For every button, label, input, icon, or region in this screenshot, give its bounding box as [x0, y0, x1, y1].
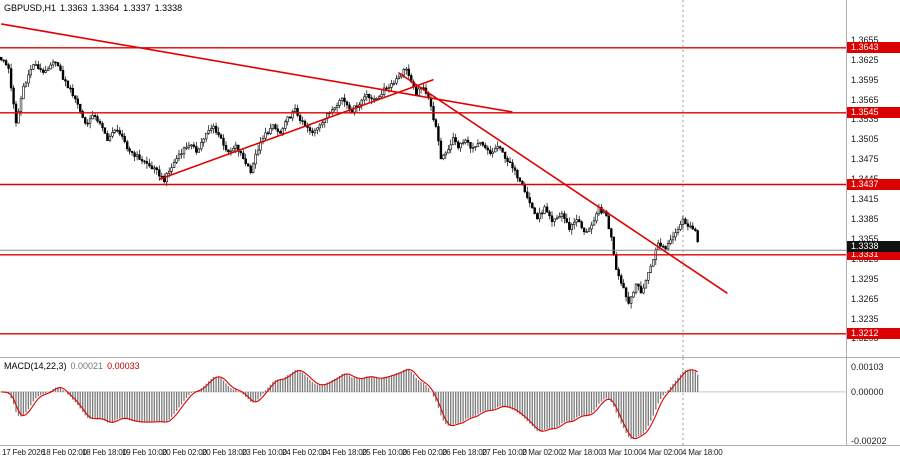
level-price-label: 1.3437 [847, 178, 900, 190]
price-axis[interactable]: 1.3655 1.3625 1.3595 1.3565 1.3535 1.3505 1.34… [846, 0, 900, 357]
price-tick-label: 1.3565 [851, 94, 879, 105]
macd-canvas [0, 358, 846, 445]
macd-name: MACD(14,22,3) [4, 361, 67, 371]
macd-indicator-pane[interactable]: MACD(14,22,3) 0.00021 0.00033 [0, 357, 846, 445]
price-tick-label: 1.3505 [851, 134, 879, 145]
time-axis-label: 4 Mar 18:00 [682, 448, 723, 457]
trendline-ascending-support[interactable] [159, 78, 434, 180]
macd-histogram [3, 368, 699, 440]
level-price-label: 1.3331 [847, 249, 900, 261]
bar-open: 1.3363 [60, 3, 88, 13]
candles [0, 56, 699, 309]
price-tick-label: 1.3475 [851, 154, 879, 165]
price-chart-canvas [0, 0, 846, 357]
price-tick-label: 1.3235 [851, 313, 879, 324]
macd-tick-label: -0.00202 [851, 435, 887, 446]
time-axis-label: 19 Feb 10:00 [122, 448, 167, 457]
price-tick-label: 1.3625 [851, 54, 879, 65]
time-axis-label: 3 Mar 10:00 [602, 448, 643, 457]
time-axis-label: 24 Feb 02:00 [282, 448, 327, 457]
bar-close: 1.3338 [154, 3, 183, 13]
level-price-label: 1.3643 [847, 42, 900, 54]
analysis-lines[interactable] [0, 23, 846, 335]
price-tick-label: 1.3655 [851, 34, 879, 45]
price-chart-pane[interactable]: GBPUSD,H1 1.3363 1.3364 1.3337 1.3338 [0, 0, 846, 357]
time-axis-label: 23 Feb 10:00 [242, 448, 287, 457]
price-tick-label: 1.3415 [851, 194, 879, 205]
macd-axis[interactable]: 0.00103 0.00000 -0.00202 [846, 357, 900, 446]
time-axis-label: 2 Mar 02:00 [522, 448, 563, 457]
trendline-steep-descending-channel[interactable] [398, 72, 728, 294]
level-price-label: 1.3212 [847, 328, 900, 340]
time-axis-label: 20 Feb 02:00 [162, 448, 207, 457]
level-price-label: 1.3545 [847, 107, 900, 119]
price-tick-label: 1.3295 [851, 273, 879, 284]
time-axis[interactable]: 17 Feb 2026 18 Feb 02:00 18 Feb 18:00 19 Fe… [0, 445, 900, 460]
time-axis-label: 18 Feb 18:00 [82, 448, 127, 457]
time-axis-label: 20 Feb 18:00 [202, 448, 247, 457]
macd-main-value: 0.00021 [70, 361, 104, 371]
price-tick-label: 1.3535 [851, 114, 879, 125]
current-price-label: 1.3338 [847, 241, 900, 253]
symbol-ohlc-label: GBPUSD,H1 1.3363 1.3364 1.3337 1.3338 [4, 3, 186, 13]
macd-tick-label: 0.00103 [851, 361, 884, 372]
macd-signal-value: 0.00033 [107, 361, 140, 371]
trendline-long-descending-resistance[interactable] [1, 23, 513, 113]
time-axis-label: 25 Feb 10:00 [362, 448, 407, 457]
time-axis-label: 26 Feb 18:00 [442, 448, 487, 457]
macd-signal-line [1, 368, 699, 440]
time-axis-label: 2 Mar 18:00 [562, 448, 603, 457]
bar-high: 1.3364 [91, 3, 120, 13]
time-axis-label: 26 Feb 02:00 [402, 448, 447, 457]
price-tick-label: 1.3265 [851, 293, 879, 304]
price-tick-label: 1.3385 [851, 213, 879, 224]
price-tick-label: 1.3355 [851, 233, 879, 244]
time-axis-label: 17 Feb 2026 [2, 448, 45, 457]
symbol-name: GBPUSD,H1 [4, 3, 57, 13]
macd-tick-label: 0.00000 [851, 386, 884, 397]
price-tick-label: 1.3595 [851, 74, 879, 85]
bar-low: 1.3337 [123, 3, 151, 13]
time-axis-label: 4 Mar 02:00 [642, 448, 683, 457]
macd-indicator-label: MACD(14,22,3) 0.00021 0.00033 [4, 361, 144, 371]
time-axis-label: 24 Feb 18:00 [322, 448, 367, 457]
time-axis-label: 18 Feb 02:00 [42, 448, 87, 457]
time-axis-label: 27 Feb 10:00 [482, 448, 527, 457]
